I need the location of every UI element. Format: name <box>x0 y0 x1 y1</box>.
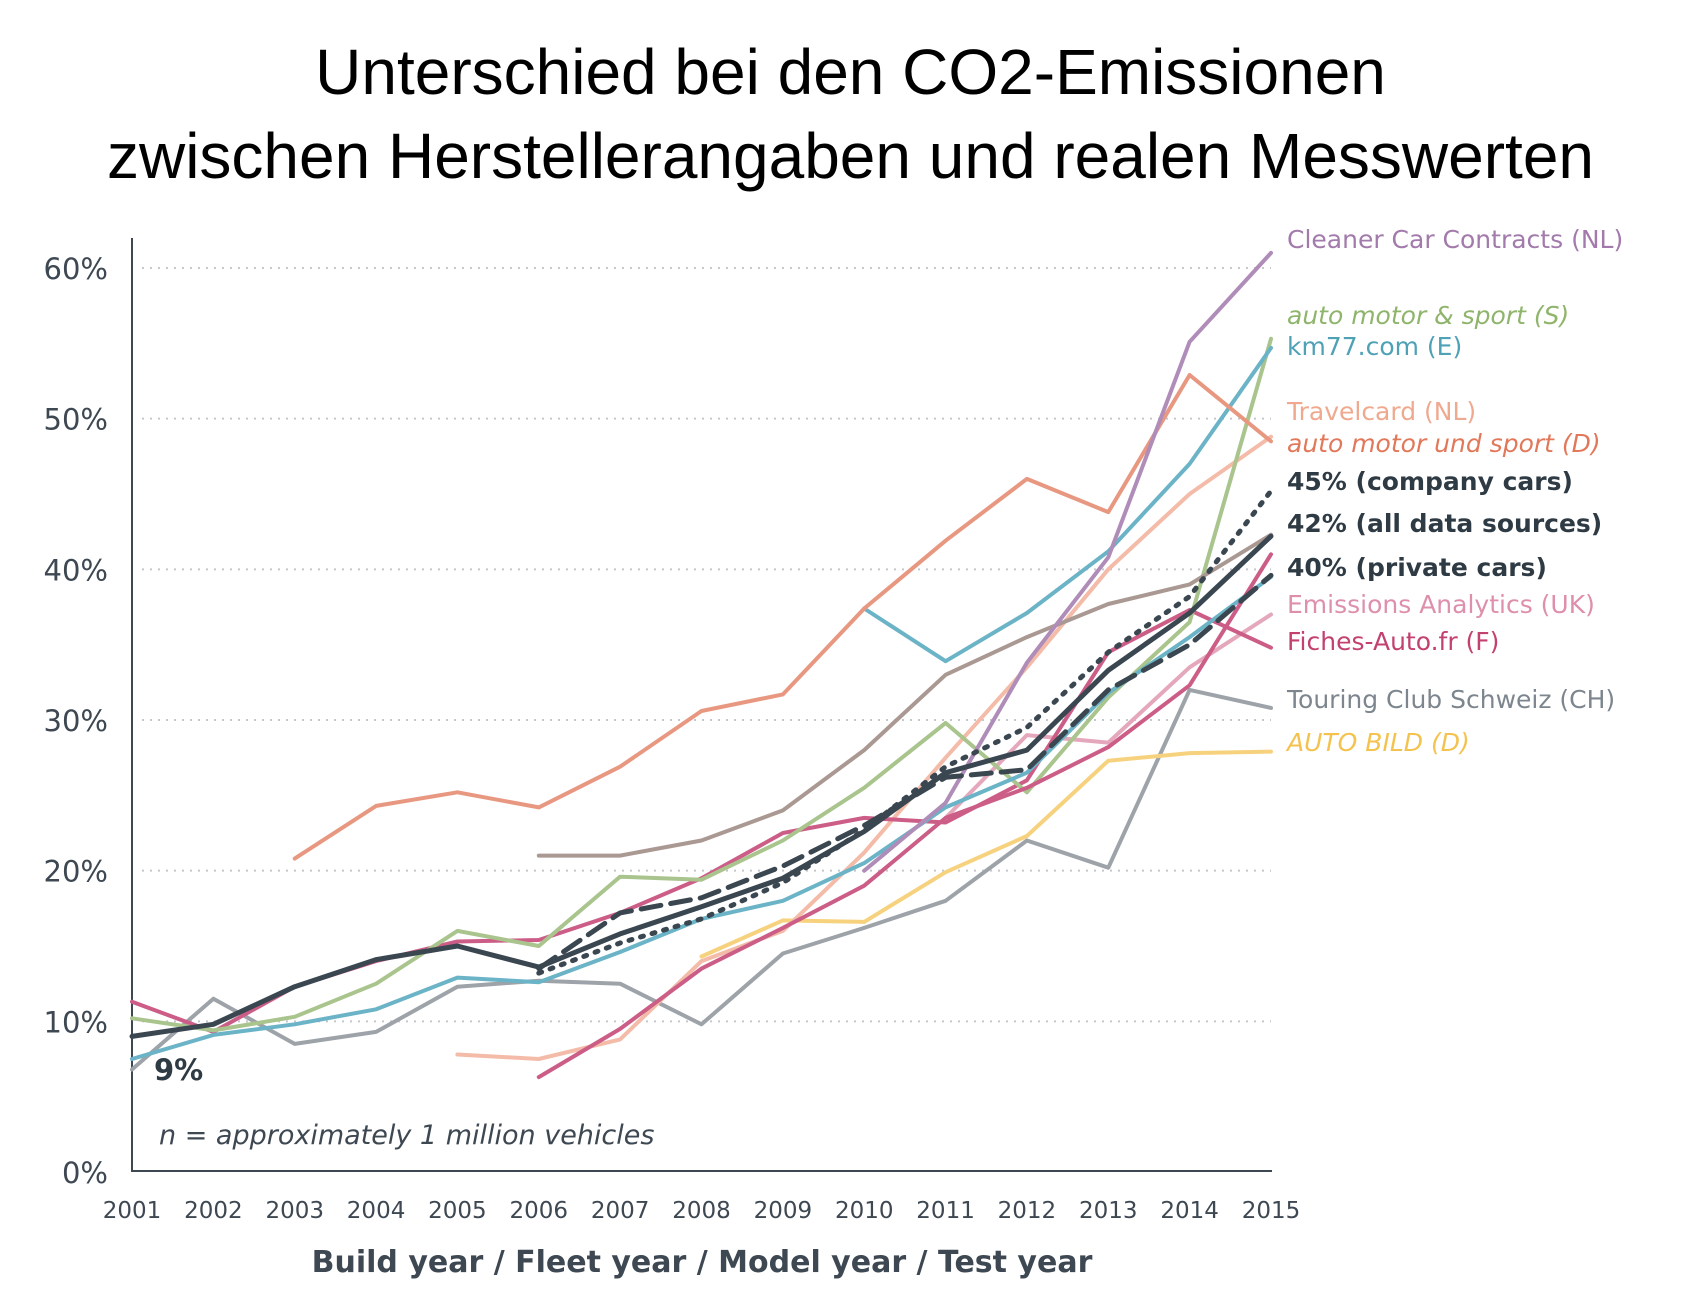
annotation-start-value: 9% <box>154 1053 203 1087</box>
annotation-sample-size: n = approximately 1 million vehicles <box>159 1120 654 1151</box>
x-tick-label: 2002 <box>184 1198 243 1224</box>
x-tick-label: 2006 <box>510 1198 569 1224</box>
x-tick-label: 2001 <box>103 1198 162 1224</box>
chart-title-line-2: zwischen Herstellerangaben und realen Me… <box>106 120 1595 192</box>
y-tick-labels: 0% 10% 20% 30% 40% 50% 60% <box>44 252 108 1190</box>
chart-title-line-1: Unterschied bei den CO2-Emissionen <box>315 36 1386 108</box>
x-tick-label: 2009 <box>754 1198 813 1224</box>
series-line <box>292 373 1273 861</box>
legend-label: 40% (private cars) <box>1287 553 1547 582</box>
y-tick-label: 10% <box>44 1005 108 1039</box>
series-line <box>536 552 1273 1080</box>
series-line <box>862 250 1273 873</box>
series-line <box>129 533 1274 1039</box>
series-line <box>130 687 1273 1072</box>
series-line <box>536 532 1273 858</box>
y-tick-label: 0% <box>62 1156 108 1190</box>
series-line <box>862 345 1273 664</box>
legend-label: Travelcard (NL) <box>1286 397 1476 426</box>
legend-label: auto motor & sport (S) <box>1287 301 1569 330</box>
x-axis-label: Build year / Fleet year / Model year / T… <box>312 1245 1093 1280</box>
legend-label: Cleaner Car Contracts (NL) <box>1287 225 1623 254</box>
legend: Cleaner Car Contracts (NL) auto motor & s… <box>1285 225 1623 757</box>
legend-label: Touring Club Schweiz (CH) <box>1286 685 1615 714</box>
legend-label: Emissions Analytics (UK) <box>1287 590 1595 619</box>
y-tick-label: 60% <box>44 252 108 286</box>
y-tick-label: 50% <box>44 403 108 437</box>
y-tick-label: 30% <box>44 704 108 738</box>
chart-title: Unterschied bei den CO2-Emissionen zwisc… <box>0 30 1701 198</box>
series-lines <box>129 250 1274 1080</box>
series-line <box>130 574 1273 1061</box>
x-tick-label: 2011 <box>916 1198 975 1224</box>
legend-label: 45% (company cars) <box>1287 467 1573 496</box>
legend-label: km77.com (E) <box>1287 332 1462 361</box>
series-line <box>536 488 1274 976</box>
x-tick-label: 2007 <box>591 1198 650 1224</box>
x-tick-label: 2010 <box>835 1198 894 1224</box>
series-line <box>943 612 1273 820</box>
legend-label: auto motor und sport (D) <box>1287 429 1601 458</box>
x-tick-labels: 2001 2002 2003 2004 2005 2006 2007 2008 2009 2010… <box>103 1198 1301 1224</box>
series-line <box>130 336 1273 1033</box>
grid-lines <box>142 267 1271 1023</box>
x-tick-label: 2012 <box>998 1198 1057 1224</box>
x-tick-label: 2015 <box>1242 1198 1301 1224</box>
x-tick-label: 2005 <box>428 1198 487 1224</box>
x-tick-label: 2003 <box>265 1198 324 1224</box>
x-tick-label: 2013 <box>1079 1198 1138 1224</box>
y-tick-label: 40% <box>44 553 108 587</box>
legend-label: 42% (all data sources) <box>1287 509 1602 538</box>
x-tick-label: 2004 <box>347 1198 406 1224</box>
legend-label: AUTO BILD (D) <box>1285 728 1470 757</box>
x-tick-label: 2008 <box>672 1198 731 1224</box>
y-tick-label: 20% <box>44 855 108 889</box>
legend-label: Fiches-Auto.fr (F) <box>1287 627 1499 656</box>
x-tick-label: 2014 <box>1160 1198 1219 1224</box>
